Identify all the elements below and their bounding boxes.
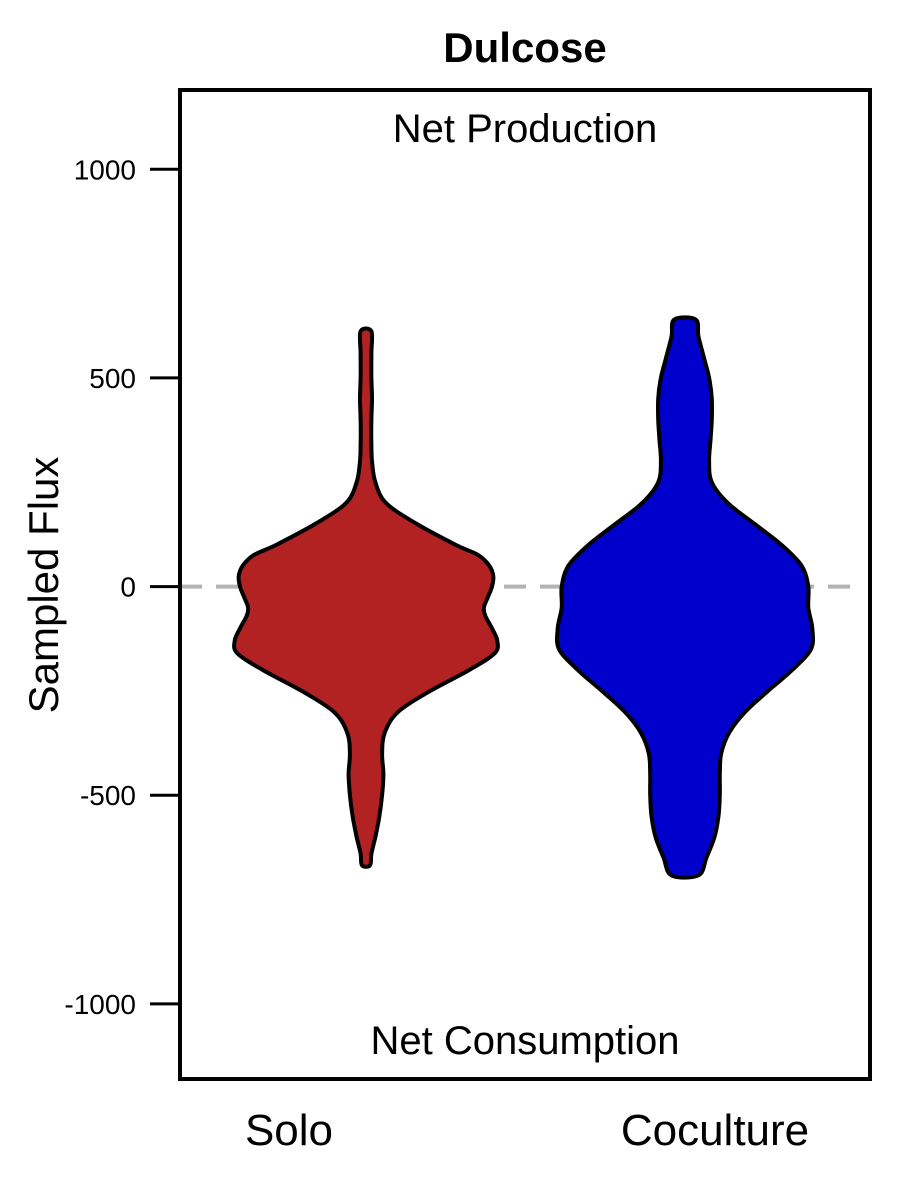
violin-solo xyxy=(232,326,500,869)
y-tick-label: 500 xyxy=(89,363,136,394)
violin-coculture xyxy=(554,315,816,880)
x-category-label: Solo xyxy=(245,1106,333,1155)
y-tick-label: 1000 xyxy=(74,154,136,185)
x-category-label: Coculture xyxy=(621,1106,809,1155)
violin-layer xyxy=(232,315,816,880)
x-axis-categories: Solo Coculture xyxy=(245,1106,809,1155)
annotation-net-consumption: Net Consumption xyxy=(370,1019,679,1063)
plot-frame xyxy=(178,88,872,1081)
y-axis-label: Sampled Flux xyxy=(20,457,67,714)
y-axis: 1000 500 0 -500 -1000 xyxy=(64,154,180,1020)
annotation-net-production: Net Production xyxy=(393,107,658,151)
y-tick-label: 0 xyxy=(120,572,136,603)
y-tick-label: -500 xyxy=(80,780,136,811)
y-tick-label: -1000 xyxy=(64,989,136,1020)
chart-title: Dulcose xyxy=(443,24,606,71)
